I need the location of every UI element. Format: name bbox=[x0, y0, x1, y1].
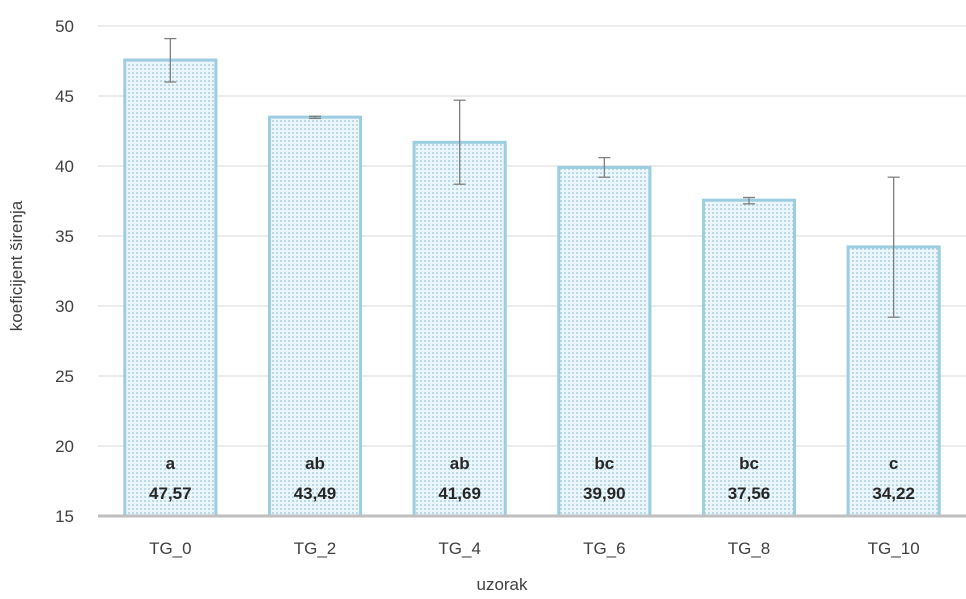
value-label: 37,56 bbox=[728, 484, 771, 503]
error-bars bbox=[164, 37, 900, 318]
value-label: 34,22 bbox=[872, 484, 915, 503]
value-label: 43,49 bbox=[294, 484, 337, 503]
y-tick-label: 50 bbox=[55, 17, 74, 36]
bar bbox=[412, 140, 507, 518]
y-tick-label: 25 bbox=[55, 367, 74, 386]
bar bbox=[557, 165, 652, 518]
y-tick-label: 15 bbox=[55, 507, 74, 526]
y-tick-labels: 15 20 25 30 35 40 45 50 bbox=[55, 17, 74, 526]
x-tick-label: TG_2 bbox=[294, 539, 337, 558]
x-tick-label: TG_6 bbox=[583, 539, 626, 558]
x-tick-labels: TG_0 TG_2 TG_4 TG_6 TG_8 TG_10 bbox=[149, 539, 920, 558]
x-tick-label: TG_8 bbox=[728, 539, 771, 558]
x-tick-label: TG_0 bbox=[149, 539, 192, 558]
significance-label: bc bbox=[739, 454, 759, 473]
significance-label: bc bbox=[594, 454, 614, 473]
significance-label: ab bbox=[450, 454, 470, 473]
y-tick-label: 45 bbox=[55, 87, 74, 106]
significance-label: c bbox=[889, 454, 898, 473]
y-tick-label: 40 bbox=[55, 157, 74, 176]
bars bbox=[123, 58, 941, 518]
significance-label: a bbox=[166, 454, 176, 473]
y-axis-title: koeficijent širenja bbox=[7, 200, 26, 331]
value-label: 39,90 bbox=[583, 484, 626, 503]
x-tick-label: TG_4 bbox=[438, 539, 481, 558]
bar bbox=[701, 198, 797, 518]
value-label: 47,57 bbox=[149, 484, 192, 503]
bar-labels: a 47,57 ab 43,49 ab 41,69 bc 39,90 bc 37,56 c 34,22 bbox=[149, 454, 915, 503]
x-tick-label: TG_10 bbox=[868, 539, 920, 558]
x-axis-title: uzorak bbox=[476, 575, 528, 594]
significance-label: ab bbox=[305, 454, 325, 473]
y-tick-label: 30 bbox=[55, 297, 74, 316]
value-label: 41,69 bbox=[438, 484, 481, 503]
y-tick-label: 20 bbox=[55, 437, 74, 456]
y-tick-label: 35 bbox=[55, 227, 74, 246]
bar bbox=[123, 58, 218, 518]
gridlines bbox=[98, 25, 966, 447]
